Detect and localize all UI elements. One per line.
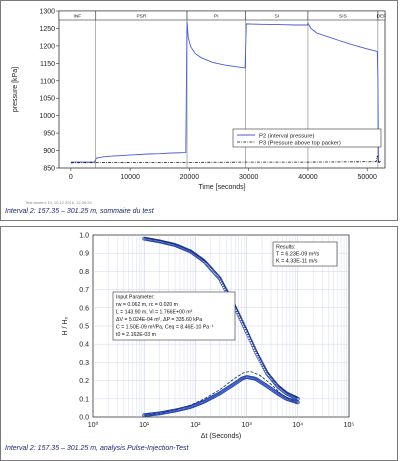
legend-label: P2 (interval pressure) (259, 133, 314, 139)
y-tick-label: 1.0 (79, 233, 89, 240)
x-axis-label: Time [seconds] (198, 184, 245, 191)
data-marker-measured (275, 383, 279, 388)
y-tick-label: 0.6 (79, 305, 89, 312)
fit-curve-fit (144, 237, 298, 399)
fit-curve-derivative-fit (144, 371, 298, 416)
legend-label: P3 (Pressure above top packer) (259, 140, 341, 146)
pulse-injection-chart: 0.0 0.1 0.2 0.3 0.4 0.5 0.6 0.7 0.8 0.9 1.0 10⁰ 10¹ 1… (62, 233, 355, 441)
test-start-footer: Test started: Di, 10.12.2016, 12:26:20 (25, 200, 92, 205)
x-tick-label: 10¹ (139, 422, 150, 429)
y-tick-label: 1100 (40, 78, 55, 85)
summary-chart-panel: INF PSR PI SI SIS DEF 850 900 950 1000 1050 1100 115… (0, 0, 398, 221)
analysis-chart-panel: 0.0 0.1 0.2 0.3 0.4 0.5 0.6 0.7 0.8 0.9 1.0 10⁰ 10¹ 1… (0, 226, 398, 461)
x-tick-label: 10⁰ (88, 421, 99, 429)
input-parameter-line: ΔV = 5.024E-04 m³, ΔP = 335.60 kPa (116, 317, 202, 323)
y-tick-label: 1250 (39, 26, 55, 33)
phase-label: SIS (339, 14, 347, 20)
x-tick-label: 10³ (242, 422, 253, 429)
x-tick-label: 10² (190, 422, 201, 429)
phase-label: DEF (377, 14, 387, 20)
y-tick-label: 1000 (39, 113, 55, 120)
phase-label: SI (275, 14, 280, 20)
analysis-caption: Interval 2: 157.35 – 301.25 m, analysis … (5, 445, 189, 452)
phase-label: PSR (136, 14, 146, 20)
y-tick-label: 0.7 (79, 287, 89, 294)
y-tick-label: 0.5 (79, 324, 89, 331)
input-parameter-line: C = 1.50E-09 m³/Pa, Ceq = 8.46E-10 Pa⁻¹ (116, 325, 214, 331)
results-title: Results: (276, 245, 295, 251)
results-line: K = 4.33E-11 m/s (276, 259, 318, 265)
y-tick-label: 0.0 (79, 415, 89, 422)
y-tick-label: 1200 (39, 43, 55, 50)
y-tick-label: 0.9 (79, 251, 89, 258)
x-tick-label: 20000 (180, 174, 200, 181)
x-axis-label: Δt (Seconds) (201, 433, 241, 440)
phase-cell (377, 10, 386, 21)
x-tick-label: 30000 (239, 174, 259, 181)
y-tick-label: 1050 (39, 96, 55, 103)
y-tick-label: 1300 (39, 9, 55, 16)
y-tick-label: 1150 (40, 61, 55, 68)
input-parameter-title: Input Parameter: (116, 295, 155, 301)
input-parameter-line: L = 143.90 m, Vi = 1.766E+00 m³ (116, 310, 193, 316)
x-tick-label: 10⁴ (292, 422, 303, 429)
series-line-1 (70, 21, 382, 163)
y-axis-label: pressure [kPa] (12, 67, 19, 112)
y-tick-label: 900 (43, 148, 55, 155)
y-tick-label: 950 (43, 131, 55, 138)
summary-caption: Interval 2: 157.35 – 301.25 m, sommaire … (5, 208, 154, 215)
data-marker-measured (295, 396, 300, 401)
results-line: T = 6.23E-09 m²/s (276, 252, 319, 258)
x-tick-label: 50000 (357, 174, 377, 181)
x-tick-label: 0 (69, 174, 73, 181)
y-tick-label: 0.2 (79, 378, 89, 385)
y-tick-label: 0.3 (79, 360, 89, 367)
y-tick-label: 0.1 (79, 396, 89, 403)
input-parameter-line: t0 = 2.162E-03 m (116, 332, 156, 338)
y-tick-label: 0.8 (79, 269, 89, 276)
legend-box (232, 128, 382, 148)
pressure-time-chart: INF PSR PI SI SIS DEF 850 900 950 1000 1050 1100 115… (12, 9, 387, 206)
y-tick-label: 0.4 (79, 342, 89, 349)
input-parameter-line: rw = 0.062 m, rc = 0.020 m (116, 302, 178, 308)
phase-label: INF (74, 14, 82, 20)
series-line-2 (70, 155, 381, 164)
input-parameter-box (112, 291, 236, 341)
x-tick-label: 40000 (298, 174, 318, 181)
x-tick-label: 10⁵ (344, 422, 355, 429)
y-tick-label: 850 (43, 166, 55, 173)
phase-label: PI (214, 14, 219, 20)
x-tick-label: 10000 (120, 174, 140, 181)
data-marker-measured (203, 260, 208, 265)
y-axis-label: H / H₀ (62, 316, 69, 335)
results-box (272, 241, 338, 267)
